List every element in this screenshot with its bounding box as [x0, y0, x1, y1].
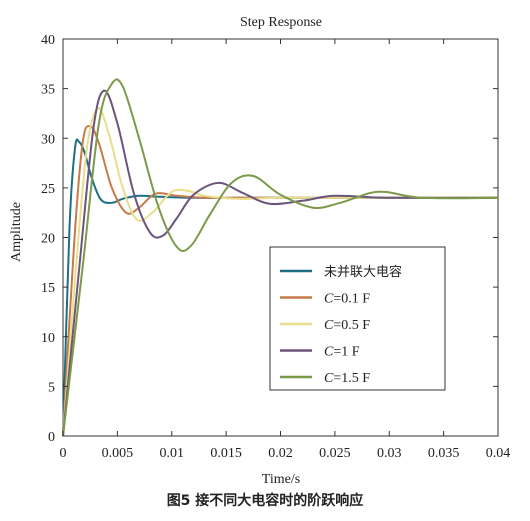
y-tick-label: 0 [48, 430, 55, 445]
legend-variable: C [324, 318, 334, 333]
legend-label-0: 未并联大电容 [324, 264, 402, 280]
legend-variable: C [324, 345, 334, 360]
y-tick-label: 25 [41, 182, 55, 197]
x-axis: 0 0.005 0.01 0.015 0.02 0.025 0.03 0.035 0.04 [60, 39, 511, 461]
legend-value: =0.5 F [333, 318, 370, 333]
series-line-3 [62, 89, 499, 437]
x-tick-label: 0.025 [319, 446, 351, 461]
legend-label-3: C=1 F [324, 345, 360, 360]
chart-title: Step Response [240, 15, 322, 30]
series-line-4 [62, 78, 499, 437]
series-lines [62, 78, 499, 437]
x-tick-label: 0.01 [160, 446, 185, 461]
x-tick-label: 0 [60, 446, 67, 461]
legend-variable: C [324, 292, 334, 307]
y-tick-label: 30 [41, 132, 55, 147]
y-tick-label: 15 [41, 281, 55, 296]
figure-caption: 图5 接不同大电容时的阶跃响应 [166, 493, 364, 509]
legend-label-1: C=0.1 F [324, 292, 370, 307]
legend-label-4: C=1.5 F [324, 371, 370, 386]
x-tick-label: 0.03 [377, 446, 402, 461]
x-tick-label: 0.015 [210, 446, 242, 461]
step-response-chart: Step Response 0 5 10 15 20 25 30 35 40 0 0.005 0.0… [9, 15, 511, 487]
legend-variable: C [324, 371, 334, 386]
y-tick-label: 40 [41, 33, 55, 48]
x-tick-label: 0.02 [268, 446, 293, 461]
legend-value: =1 F [333, 345, 359, 360]
x-axis-label: Time/s [262, 472, 300, 487]
legend-value: =1.5 F [333, 371, 370, 386]
legend-label-2: C=0.5 F [324, 318, 370, 333]
x-tick-label: 0.04 [486, 446, 511, 461]
legend-value: =0.1 F [333, 292, 370, 307]
y-tick-label: 35 [41, 83, 55, 98]
x-tick-label: 0.005 [102, 446, 134, 461]
y-axis-label: Amplitude [9, 202, 24, 262]
y-tick-label: 10 [41, 331, 55, 346]
y-axis: 0 5 10 15 20 25 30 35 40 [41, 33, 498, 445]
y-tick-label: 5 [48, 380, 55, 395]
y-tick-label: 20 [41, 232, 55, 247]
x-tick-label: 0.035 [428, 446, 460, 461]
